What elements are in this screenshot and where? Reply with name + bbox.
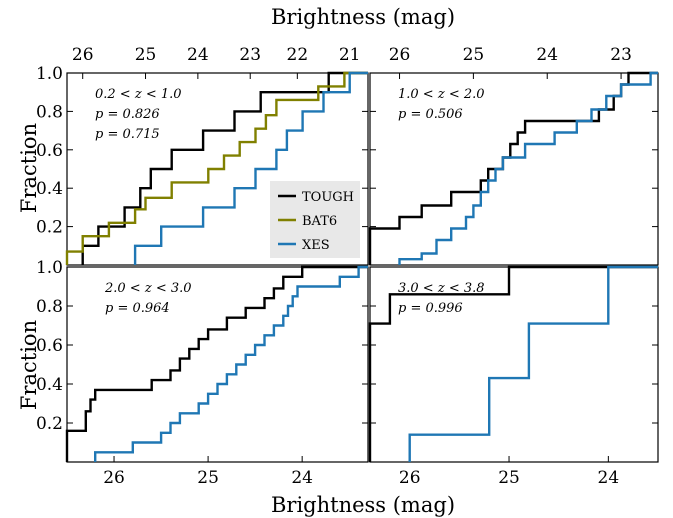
y-tick-label: 0.8 [36,297,63,317]
panel-frame-bottom-left [66,266,369,463]
x-bottom-tick-label: 24 [291,468,313,488]
y-tick-label: 0.4 [36,375,63,395]
y-axis-label-top: Fraction [17,123,41,213]
x-top-tick-label: 24 [536,45,558,65]
y-tick-label: 0.2 [36,218,63,238]
y-tick-label: 0.6 [36,336,63,356]
panel-annotation: p = 0.826 [95,107,160,122]
series-line-xes-bottom-left [94,265,368,462]
panel-annotation: 2.0 < z < 3.0 [104,281,192,296]
panel-annotation: p = 0.715 [95,127,160,142]
y-tick-label: 0.4 [36,179,63,199]
x-top-tick-label: 24 [187,45,209,65]
legend-label: BAT6 [302,214,337,229]
bottom-axis-label: Brightness (mag) [271,493,455,517]
series-line-xes-top-right [398,71,658,265]
x-top-tick-label: 25 [463,45,485,65]
legend-label: TOUGH [302,190,354,205]
y-tick-label: 0.6 [36,141,63,161]
panel-annotation: p = 0.996 [398,301,463,316]
series-line-bat6-top-left [65,71,368,265]
panel-annotation: p = 0.506 [398,107,463,122]
series-line-xes-top-left [133,71,368,265]
y-tick-label: 0.8 [36,102,63,122]
x-top-tick-label: 26 [389,45,411,65]
panel-annotation: 0.2 < z < 1.0 [95,87,182,102]
series-line-tough-bottom-right [368,265,658,462]
series-line-tough-bottom-left [65,265,368,462]
y-axis-label-bottom: Fraction [17,320,41,410]
x-bottom-tick-label: 24 [598,468,620,488]
series-line-tough-top-left [81,71,368,265]
x-top-tick-label: 26 [72,45,94,65]
x-top-tick-label: 23 [610,45,632,65]
panel-annotation: p = 0.964 [105,301,170,316]
y-tick-label: 0.2 [36,414,63,434]
y-tick-label: 1.0 [36,258,63,278]
x-top-tick-label: 25 [135,45,157,65]
panel-frame-top-left [66,72,369,266]
panel-frame-top-right [369,72,659,266]
x-bottom-tick-label: 26 [103,468,125,488]
x-top-tick-label: 22 [287,45,309,65]
panel-annotation: 1.0 < z < 2.0 [398,87,485,102]
x-top-tick-label: 23 [239,45,261,65]
panel-frame-bottom-right [369,266,659,463]
x-bottom-tick-label: 25 [498,468,520,488]
panel-annotation: 3.0 < z < 3.8 [398,281,485,296]
x-top-tick-label: 21 [339,45,361,65]
legend-label: XES [302,238,330,253]
y-tick-label: 1.0 [36,64,63,84]
x-bottom-tick-label: 25 [197,468,219,488]
x-bottom-tick-label: 26 [399,468,421,488]
series-line-xes-bottom-right [408,265,658,462]
top-axis-label: Brightness (mag) [271,5,455,29]
